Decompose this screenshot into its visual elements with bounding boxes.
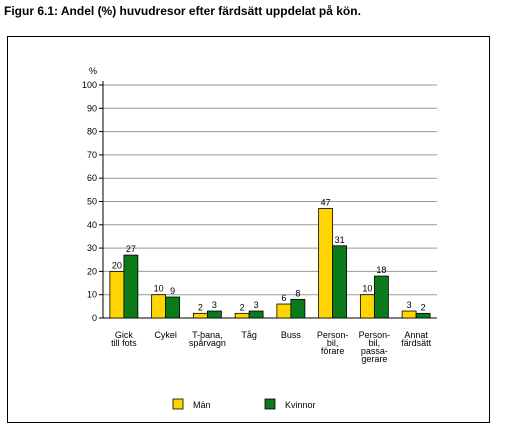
category-labels: Gick till fots Cykel T-bana, spårvagn Tåg Buss…	[111, 330, 432, 364]
data-label: 47	[321, 197, 331, 207]
category-label: Buss	[281, 330, 302, 340]
category-label: Cykel	[154, 330, 177, 340]
bar-kvinnor	[165, 296, 181, 319]
y-tick-label: 70	[87, 150, 97, 160]
category-label: Person-bil, passa-gerare	[359, 330, 391, 364]
data-label: 6	[281, 293, 286, 303]
bar-man	[192, 312, 208, 319]
bar-kvinnor	[332, 245, 348, 319]
bar-kvinnor	[290, 298, 306, 319]
bar-kvinnor	[206, 310, 222, 319]
y-tick-label: 40	[87, 220, 97, 230]
bar-kvinnor	[373, 275, 389, 319]
bar-man	[276, 303, 292, 319]
category-label: T-bana, spårvagn	[189, 330, 226, 348]
y-tick-label: 50	[87, 197, 97, 207]
category-label: Gick till fots	[111, 330, 137, 348]
y-tick-label: 30	[87, 243, 97, 253]
legend-swatch-kvinnor	[264, 398, 276, 410]
data-label: 2	[198, 302, 203, 312]
data-label: 10	[362, 284, 372, 294]
data-label: 9	[170, 286, 175, 296]
bar-man	[318, 208, 334, 319]
data-label: 27	[126, 244, 136, 254]
data-label: 31	[335, 235, 345, 245]
y-tick-label: 90	[87, 103, 97, 113]
bar-man	[401, 310, 417, 319]
chart-frame	[7, 36, 490, 423]
y-tick-label: 60	[87, 173, 97, 183]
data-label: 18	[376, 265, 386, 275]
data-label: 20	[112, 260, 122, 270]
legend: Män Kvinnor	[172, 398, 316, 410]
data-label: 10	[154, 284, 164, 294]
bars	[109, 208, 431, 319]
category-label: Tåg	[241, 330, 257, 340]
category-label: Annat färdsätt	[401, 330, 432, 348]
axes: 0 10 20 30 40 50 60 70 80 90 100%	[82, 66, 437, 323]
legend-label-kvinnor: Kvinnor	[285, 400, 316, 410]
category-label: Person-bil, förare	[317, 330, 349, 356]
data-label: 3	[212, 300, 217, 310]
y-tick-label: 10	[87, 290, 97, 300]
data-label: 2	[421, 302, 426, 312]
bar-man	[109, 270, 125, 319]
bar-man	[151, 294, 167, 319]
data-label: 3	[254, 300, 259, 310]
data-label: 8	[295, 288, 300, 298]
y-tick-label: 80	[87, 127, 97, 137]
data-label: 2	[240, 302, 245, 312]
legend-label-man: Män	[193, 400, 211, 410]
bar-kvinnor	[415, 312, 431, 319]
y-axis-label: %	[89, 66, 97, 76]
figure-title: Figur 6.1: Andel (%) huvudresor efter fä…	[4, 4, 361, 18]
bar-kvinnor	[123, 254, 139, 319]
bar-kvinnor	[248, 310, 264, 319]
bar-man	[359, 294, 375, 319]
data-label: 3	[407, 300, 412, 310]
bar-man	[234, 312, 250, 319]
y-tick-label: 0	[92, 313, 97, 323]
y-tick-label: 20	[87, 266, 97, 276]
y-tick-label: 100	[82, 80, 97, 90]
gridlines	[103, 84, 437, 296]
legend-swatch-man	[172, 398, 184, 410]
